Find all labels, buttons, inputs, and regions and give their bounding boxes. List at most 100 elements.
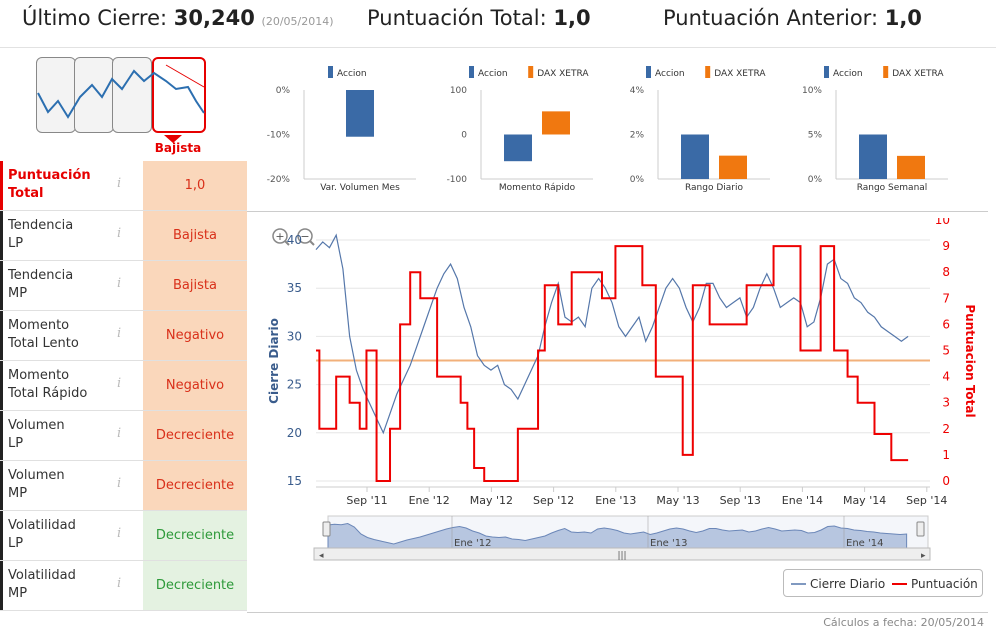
score-row-label-line1: Volumen bbox=[8, 418, 65, 433]
score-row: Tendencia LP i Bajista bbox=[0, 211, 247, 261]
mini-chart-volumen-svg: Accion 0% -10% -20% Var. Volumen Mes bbox=[267, 66, 416, 193]
total-score-value: 1,0 bbox=[553, 6, 591, 30]
info-icon[interactable]: i bbox=[117, 526, 122, 541]
main-x-tick: Ene '13 bbox=[595, 494, 636, 507]
mini-bar bbox=[542, 111, 570, 135]
info-icon[interactable]: i bbox=[117, 226, 122, 241]
legend-score-label[interactable]: Puntuación bbox=[911, 577, 978, 591]
score-row-label: Volumen LP bbox=[0, 411, 143, 460]
score-row-label-line1: Tendencia bbox=[8, 268, 74, 283]
calc-date: Cálculos a fecha: 20/05/2014 bbox=[823, 616, 984, 629]
mini-legend-swatch bbox=[328, 66, 333, 78]
score-row: Puntuación Total i 1,0 bbox=[0, 161, 247, 211]
main-x-tick: Sep '12 bbox=[533, 494, 574, 507]
score-row-label-line1: Puntuación bbox=[8, 168, 91, 183]
info-icon[interactable]: i bbox=[117, 576, 122, 591]
main-y-left-tick: 40 bbox=[287, 233, 302, 247]
mini-chart-momento: Accion DAX XETRA 100 0 -100 Momento Rápido bbox=[435, 58, 600, 193]
mini-legend-label: Accion bbox=[655, 69, 685, 79]
mini-y-tick: 0% bbox=[276, 86, 291, 96]
trend-tile-3[interactable] bbox=[112, 57, 152, 133]
navigator-label: Ene '12 bbox=[454, 538, 491, 549]
mini-chart-momento-svg: Accion DAX XETRA 100 0 -100 Momento Rápido bbox=[447, 66, 593, 193]
main-y-right-tick: 6 bbox=[942, 317, 950, 331]
score-row-label-line1: Momento bbox=[8, 368, 70, 383]
score-row-value: Decreciente bbox=[143, 511, 247, 560]
main-y-left-label: Cierre Diario bbox=[267, 318, 281, 404]
navigator-handle[interactable] bbox=[916, 521, 925, 537]
info-icon[interactable]: i bbox=[117, 376, 122, 391]
main-y-right-label: Puntuacion Total bbox=[963, 304, 977, 417]
main-y-right-tick: 0 bbox=[942, 474, 950, 488]
main-chart: + −40 35 30 25 20 15 10 9 8 7 6 5 4 3 2 1 0 Cierre Diario P… bbox=[262, 213, 992, 598]
info-icon[interactable]: i bbox=[117, 476, 122, 491]
navigator-scrollbar[interactable] bbox=[313, 547, 931, 561]
main-x-tick: Sep '14 bbox=[906, 494, 947, 507]
scroll-grip-icon: ||| bbox=[617, 551, 626, 561]
mini-y-tick: 0 bbox=[461, 131, 467, 141]
chart-legend: Cierre Diario Puntuación bbox=[783, 569, 983, 597]
mini-legend-swatch bbox=[705, 66, 711, 78]
mini-y-tick: -20% bbox=[267, 175, 291, 185]
legend-close-label[interactable]: Cierre Diario bbox=[810, 577, 886, 591]
zoom-out-icon-glyph: − bbox=[300, 230, 309, 243]
scroll-right-icon: ▸ bbox=[921, 551, 926, 561]
previous-score-value: 1,0 bbox=[884, 6, 922, 30]
score-row-label: Volatilidad MP bbox=[0, 561, 143, 610]
mini-y-tick: -100 bbox=[447, 175, 468, 185]
main-x-tick: May '13 bbox=[656, 494, 699, 507]
score-row-label-line1: Volatilidad bbox=[8, 568, 76, 583]
mini-chart-rango-semanal-svg: Accion DAX XETRA 10% 5% 0% Rango Semanal bbox=[802, 66, 948, 193]
legend-swatches bbox=[791, 583, 907, 585]
score-row: Tendencia MP i Bajista bbox=[0, 261, 247, 311]
mini-legend-label: DAX XETRA bbox=[892, 69, 944, 79]
footer: Cálculos a fecha: 20/05/2014 bbox=[247, 612, 988, 632]
score-row-label: Momento Total Lento bbox=[0, 311, 143, 360]
mini-chart-rango-semanal: Accion DAX XETRA 10% 5% 0% Rango Semanal bbox=[790, 58, 955, 193]
navigator-handle[interactable] bbox=[322, 521, 331, 537]
score-row: Volatilidad LP i Decreciente bbox=[0, 511, 247, 561]
mini-y-tick: 2% bbox=[630, 131, 645, 141]
main-y-right-tick: 8 bbox=[942, 265, 950, 279]
previous-score: Puntuación Anterior: 1,0 bbox=[663, 6, 922, 30]
mini-y-tick: 10% bbox=[802, 86, 822, 96]
main-y-left-tick: 15 bbox=[287, 474, 302, 488]
info-icon[interactable]: i bbox=[117, 276, 122, 291]
trend-tile-line bbox=[37, 69, 205, 119]
mini-legend-label: DAX XETRA bbox=[714, 69, 766, 79]
score-row-label-line1: Volumen bbox=[8, 468, 65, 483]
mini-legend-swatch bbox=[469, 66, 474, 78]
zoom-in-icon-glyph: + bbox=[275, 230, 284, 243]
score-row-label: Tendencia LP bbox=[0, 211, 143, 260]
navigator-area bbox=[327, 522, 908, 549]
mini-chart-title: Momento Rápido bbox=[499, 183, 576, 193]
trend-tile-active[interactable] bbox=[152, 57, 206, 133]
score-row: Volatilidad MP i Decreciente bbox=[0, 561, 247, 611]
trend-active-label: Bajista bbox=[154, 141, 202, 155]
info-icon[interactable]: i bbox=[117, 326, 122, 341]
mini-bar bbox=[719, 155, 747, 179]
score-row-value: Decreciente bbox=[143, 461, 247, 510]
series-puntuacion bbox=[316, 245, 909, 482]
navigator-label: Ene '13 bbox=[650, 538, 687, 549]
score-row-label-line2: LP bbox=[8, 436, 24, 451]
mini-legend-swatch bbox=[646, 66, 651, 78]
mini-y-tick: -10% bbox=[267, 131, 291, 141]
main-x-tick: May '12 bbox=[470, 494, 513, 507]
mini-y-tick: 4% bbox=[630, 86, 645, 96]
trend-tiles-lines bbox=[37, 64, 205, 143]
score-row-label-line2: Total bbox=[8, 186, 44, 201]
info-icon[interactable]: i bbox=[117, 426, 122, 441]
score-row-label-line2: MP bbox=[8, 486, 28, 501]
last-close-date: (20/05/2014) bbox=[261, 15, 334, 28]
active-pointer-icon bbox=[164, 135, 182, 143]
mini-y-tick: 5% bbox=[808, 131, 823, 141]
score-row-label-line2: MP bbox=[8, 586, 28, 601]
info-icon[interactable]: i bbox=[117, 176, 122, 191]
score-row-label-line1: Volatilidad bbox=[8, 518, 76, 533]
score-row: Volumen LP i Decreciente bbox=[0, 411, 247, 461]
trend-tile-1[interactable] bbox=[36, 57, 76, 133]
score-row-label-line2: LP bbox=[8, 236, 24, 251]
score-row-label: Volatilidad LP bbox=[0, 511, 143, 560]
zoom-out-icon-handle bbox=[309, 240, 315, 246]
